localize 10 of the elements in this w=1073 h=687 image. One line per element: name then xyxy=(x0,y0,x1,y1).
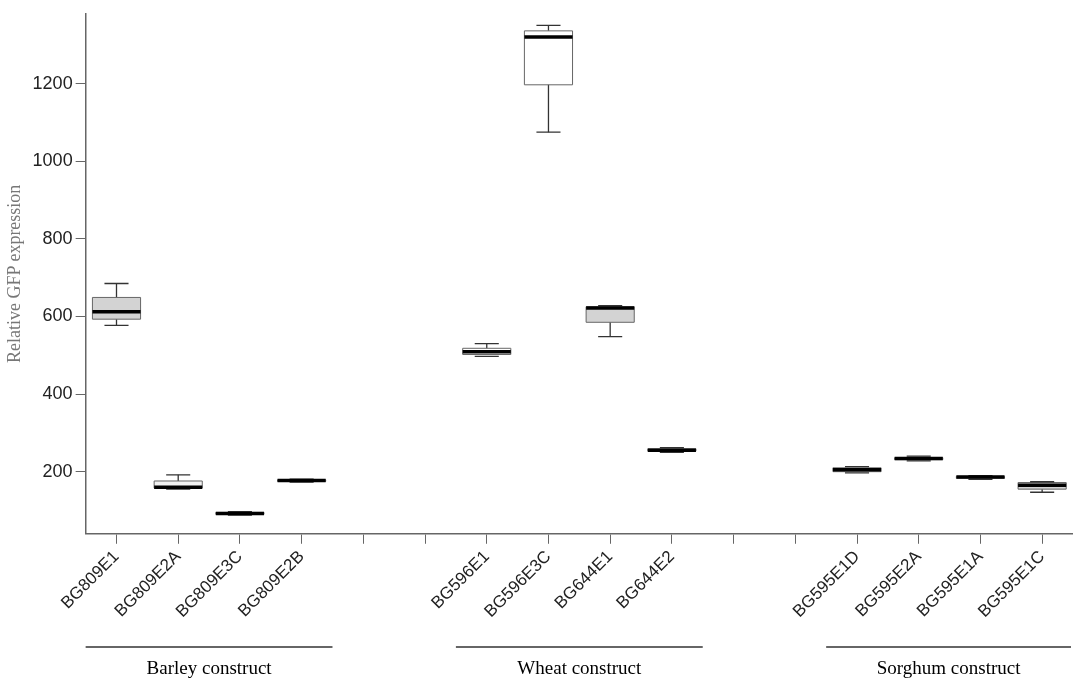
text: Wheat construct xyxy=(517,656,643,678)
y-tick-label: 800 xyxy=(42,227,73,248)
text: Barley construct xyxy=(146,656,273,678)
text: Sorghum construct xyxy=(876,656,1022,678)
y-tick-label: 200 xyxy=(42,460,73,481)
y-tick-label: 1000 xyxy=(32,150,73,171)
y-tick-label: 1200 xyxy=(32,72,73,93)
y-axis-title: Relative GFP expression xyxy=(3,184,24,363)
y-tick-label: 600 xyxy=(42,305,73,326)
y-tick-label: 400 xyxy=(42,383,73,404)
